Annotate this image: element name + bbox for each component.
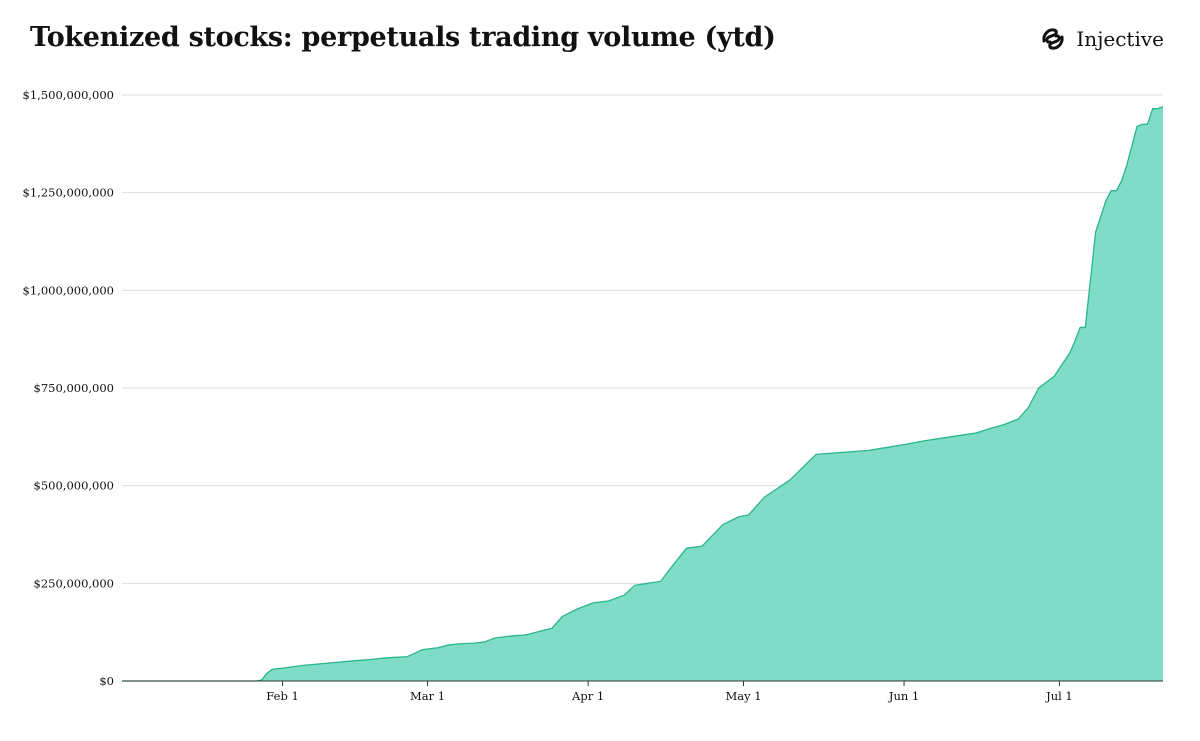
x-tick-label: Mar 1 (410, 689, 445, 703)
chart-title: Tokenized stocks: perpetuals trading vol… (30, 22, 776, 53)
brand: Injective (1040, 26, 1164, 52)
x-tick-label: Apr 1 (571, 689, 604, 703)
x-tick-label: Jul 1 (1045, 689, 1073, 703)
series-line (122, 106, 1164, 682)
x-tick-label: May 1 (725, 689, 761, 703)
y-tick-label: $1,000,000,000 (23, 283, 114, 297)
y-tick-label: $1,250,000,000 (23, 186, 114, 200)
y-tick-label: $250,000,000 (34, 576, 114, 590)
y-tick-label: $500,000,000 (34, 479, 114, 493)
y-tick-label: $1,500,000,000 (23, 88, 114, 102)
x-tick-label: Feb 1 (266, 689, 299, 703)
y-tick-label: $750,000,000 (34, 381, 114, 395)
brand-name: Injective (1076, 27, 1164, 51)
series-area (122, 106, 1163, 682)
injective-logo-icon (1042, 28, 1065, 50)
y-tick-label: $0 (99, 674, 114, 688)
x-tick-label: Jun 1 (888, 689, 919, 703)
